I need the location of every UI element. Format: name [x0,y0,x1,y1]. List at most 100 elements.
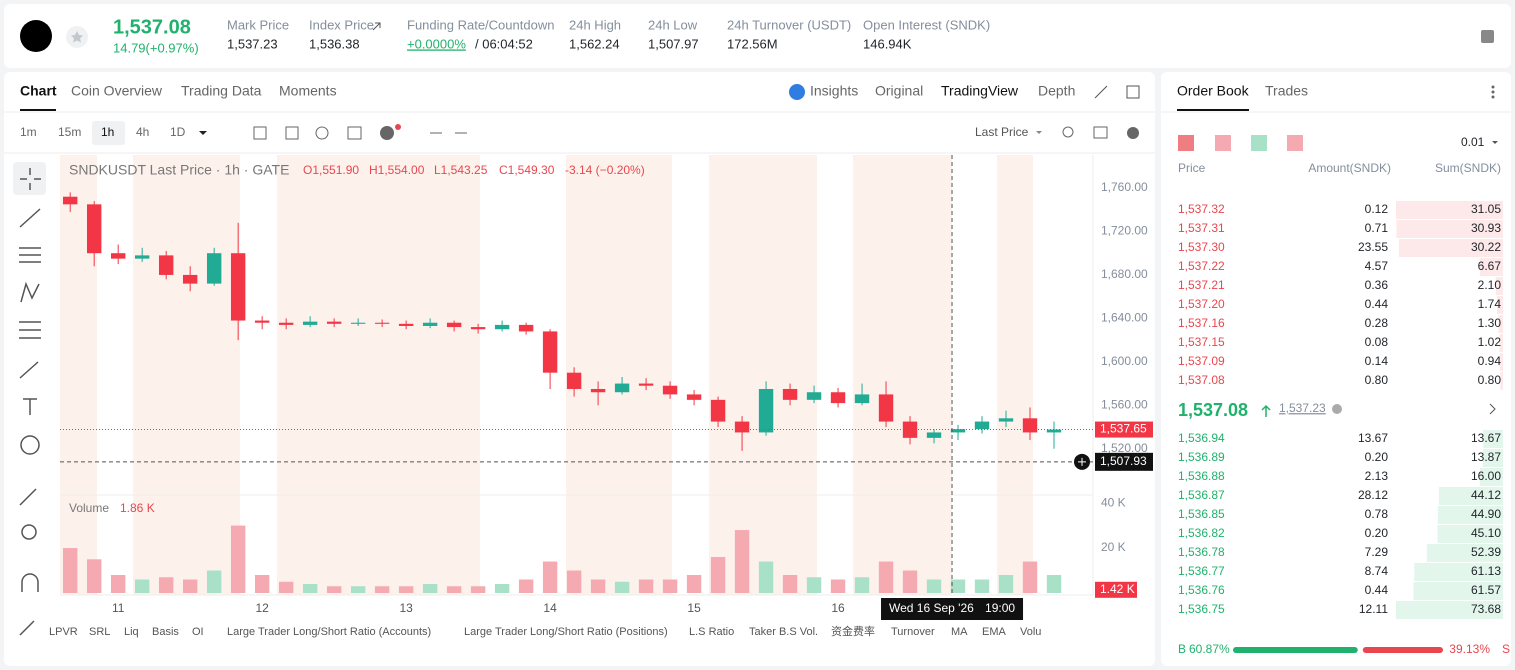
ob-price[interactable]: 1,536.89 [1178,450,1225,464]
view-option[interactable]: Original [875,83,923,99]
volume-bar [110,575,126,593]
ob-price[interactable]: 1,537.22 [1178,259,1225,273]
indicator[interactable]: OI [192,626,204,638]
volume-bar [878,561,894,593]
volume-bar [254,575,270,593]
ob-sum: 0.94 [1478,354,1502,368]
indicator[interactable]: 资金费率 [831,624,875,638]
volume-bar [518,579,534,593]
ohlc-value: -3.14 (−0.20%) [565,163,645,177]
y-tick-label: 1,600.00 [1101,354,1148,368]
interval[interactable]: 4h [136,125,149,139]
indicator[interactable]: Large Trader Long/Short Ratio (Accounts) [227,626,431,638]
ob-amount: 0.14 [1365,354,1389,368]
volume-bar [902,570,918,593]
ob-price[interactable]: 1,537.30 [1178,240,1225,254]
ob-sum: 30.93 [1471,221,1501,235]
ob-price[interactable]: 1,536.76 [1178,583,1225,597]
ob-price[interactable]: 1,537.20 [1178,297,1225,311]
ob-sum: 61.57 [1471,583,1501,597]
volume-bar [758,561,774,593]
x-tick-label: 15 [687,601,701,615]
view-option[interactable]: Insights [810,83,858,99]
indicator[interactable]: L.S Ratio [689,626,734,638]
tab[interactable]: Trading Data [181,83,262,99]
last-price-tag [1095,421,1153,438]
indicator[interactable]: MA [951,626,968,638]
ob-price[interactable]: 1,536.77 [1178,564,1225,578]
stat-label: Open Interest (SNDK) [863,17,990,32]
indicator[interactable]: LPVR [49,626,78,638]
volume-bar [566,570,582,593]
ob-tab[interactable]: Order Book [1177,83,1250,99]
ratio-buy: 60.87% [1189,642,1230,656]
candle-body [398,323,414,326]
ob-sum: 61.13 [1471,564,1501,578]
indicator[interactable]: SRL [89,626,110,638]
ob-tab[interactable]: Trades [1265,83,1308,99]
indicator[interactable]: EMA [982,626,1007,638]
ob-price[interactable]: 1,537.32 [1178,202,1225,216]
tab[interactable]: Chart [20,83,57,99]
ob-price[interactable]: 1,537.15 [1178,335,1225,349]
ob-price[interactable]: 1,537.16 [1178,316,1225,330]
tick-size[interactable]: 0.01 [1461,135,1485,149]
ob-price[interactable]: 1,536.75 [1178,602,1225,616]
ohlc-value: L1,543.25 [434,163,488,177]
dropdown [1492,141,1498,144]
indicator[interactable]: Liq [124,626,139,638]
view-option[interactable]: Depth [1038,83,1075,99]
candle-body [710,399,726,422]
view-option[interactable]: TradingView [941,83,1019,99]
indicator[interactable]: Taker B.S Vol. [749,626,818,638]
volume-bar [1022,561,1038,593]
volume-bar [614,581,630,593]
volume-bar [470,586,486,593]
tab[interactable]: Coin Overview [71,83,163,99]
ob-price[interactable]: 1,537.31 [1178,221,1225,235]
up-arrow [1261,404,1271,417]
buy-bar [1233,647,1358,653]
depth-bar [1495,277,1503,295]
depth-bar [1438,487,1503,505]
price-source[interactable]: Last Price [975,125,1029,139]
ob-price[interactable]: 1,536.87 [1178,488,1225,502]
ob-amount: 0.71 [1365,221,1389,235]
tab[interactable]: Moments [279,83,337,99]
ob-price[interactable]: 1,537.21 [1178,278,1225,292]
book-icon[interactable] [1481,30,1494,43]
candle-body [1046,429,1062,433]
indicator[interactable]: Large Trader Long/Short Ratio (Positions… [464,626,668,638]
ob-price[interactable]: 1,536.88 [1178,469,1225,483]
interval[interactable]: 1h [101,125,114,139]
indicator[interactable]: Volu [1020,626,1041,638]
dropdown [199,131,207,135]
ob-amount: 0.28 [1365,316,1389,330]
interval[interactable]: 15m [58,125,81,139]
interval[interactable]: 1D [170,125,186,139]
volume-bar [206,570,222,593]
candle-body [806,392,822,400]
depth-bar [1498,315,1503,333]
volume-bar [686,575,702,593]
ob-price[interactable]: 1,536.85 [1178,507,1225,521]
ob-sum: 1.30 [1478,316,1502,330]
chevron[interactable] [1489,403,1496,415]
stat-countdown: / 06:04:52 [475,36,533,51]
stat-value: 146.94K [863,36,912,51]
candle-body [590,388,606,393]
ob-price[interactable]: 1,536.94 [1178,431,1225,445]
candle-body [614,383,630,393]
ob-amount: 0.44 [1365,297,1389,311]
indicator[interactable]: Basis [152,626,179,638]
ob-price[interactable]: 1,537.08 [1178,373,1225,387]
ob-price[interactable]: 1,536.82 [1178,526,1225,540]
indicator[interactable]: Turnover [891,626,935,638]
candle-body [662,385,678,395]
ob-sum: 1.74 [1478,297,1502,311]
ob-price[interactable]: 1,537.09 [1178,354,1225,368]
candle-body [494,324,510,330]
ob-price[interactable]: 1,536.78 [1178,545,1225,559]
interval[interactable]: 1m [20,125,37,139]
y-tick-label: 1,720.00 [1101,224,1148,238]
